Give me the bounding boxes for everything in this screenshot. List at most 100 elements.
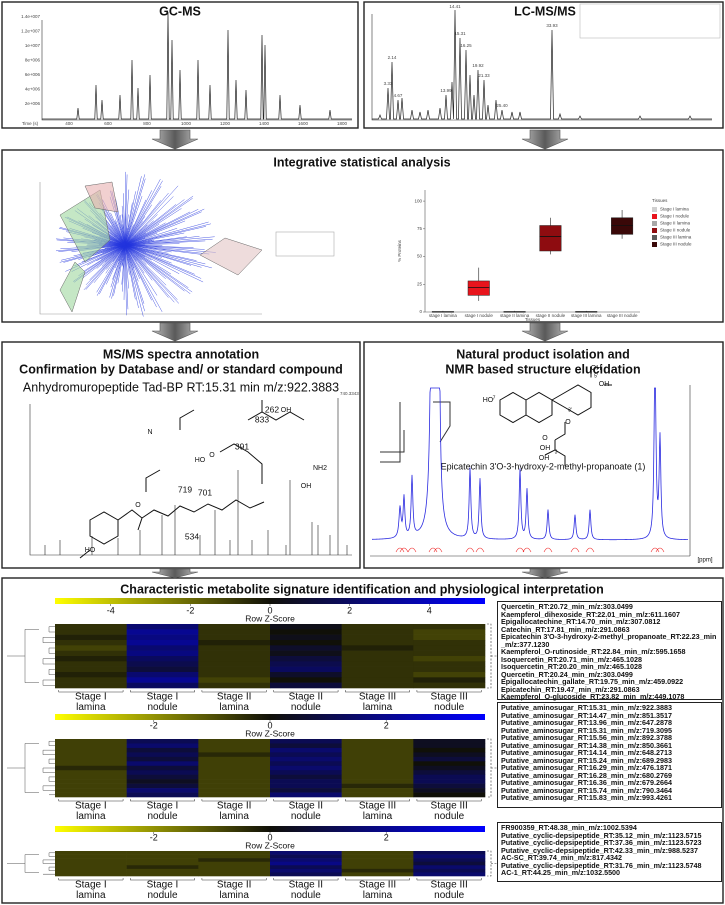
loading-vector <box>124 244 163 246</box>
heat-cell <box>413 640 486 646</box>
atom-label: OH <box>301 483 312 490</box>
heat-cell <box>198 677 271 683</box>
compound-name: Putative_aminosugar_RT:13.96_min_m/z:647… <box>501 718 672 727</box>
y-tick-label: 75 <box>417 226 423 231</box>
scale-tick-label: -2 <box>150 720 158 730</box>
group-label: Stage III <box>359 880 396 891</box>
arrow <box>151 322 199 342</box>
loading-vector <box>109 244 126 298</box>
heat-cell <box>198 747 271 753</box>
loading-vector <box>124 208 182 246</box>
heat-cell <box>198 779 271 784</box>
loading-vector <box>124 244 136 300</box>
dendrogram <box>48 626 55 633</box>
loading-vector <box>123 193 126 246</box>
loading-vector <box>124 244 169 254</box>
loading-vector <box>124 236 215 246</box>
loading-vector <box>124 244 202 268</box>
loading-vector <box>124 195 194 246</box>
loading-vector <box>82 244 126 279</box>
dendrogram <box>42 859 55 864</box>
loading-vector <box>71 244 126 272</box>
heat-cell <box>341 788 414 793</box>
heat-cell <box>126 788 199 793</box>
hull <box>199 237 263 276</box>
group-label: lamina <box>76 811 106 822</box>
legend-box <box>275 231 335 257</box>
heat-cell <box>270 661 342 667</box>
compound-name: FR900359_RT:48.38_min_m/z:1002.5394 <box>501 823 637 832</box>
heat-cell <box>55 868 127 873</box>
loading-vector <box>99 244 126 295</box>
x-tick-label: 1200 <box>220 121 231 126</box>
axis-label: Tissues <box>525 317 541 322</box>
heat-cell <box>198 865 271 870</box>
heat-cell <box>413 783 486 789</box>
loading-vector <box>124 244 202 279</box>
group-bracket <box>345 690 410 693</box>
loading-vector <box>124 199 185 246</box>
color-scale <box>55 826 485 832</box>
dendrogram <box>48 852 55 857</box>
group-label: lamina <box>363 702 393 713</box>
group-label: nodule <box>291 811 321 822</box>
group-bracket <box>58 878 124 881</box>
loading-vector <box>117 244 126 284</box>
loading-vector <box>124 244 153 281</box>
heat-cell <box>270 739 342 744</box>
compound-name: Putative_aminosugar_RT:14.38_min_m/z:850… <box>501 740 672 750</box>
y-tick-label: 1.4e+007 <box>21 14 40 19</box>
heat-cell <box>270 650 342 657</box>
heat-cell <box>413 756 486 762</box>
heat-cell <box>270 761 342 767</box>
compound-name: Kaempferol_O-rutinoside_RT:22.84_min_m/z… <box>501 647 686 656</box>
heat-cell <box>198 774 271 780</box>
heat-cell <box>55 747 127 753</box>
group-label: nodule <box>291 890 321 901</box>
dendrogram <box>42 767 55 773</box>
scale-tick-label: 2 <box>347 605 352 615</box>
panel-title: NMR based structure elucidation <box>445 362 640 376</box>
heat-cell <box>55 640 127 646</box>
loading-vector <box>123 244 126 300</box>
loading-vector <box>124 222 166 246</box>
heat-cell <box>413 752 486 758</box>
heat-cell <box>126 629 199 635</box>
loading-vector <box>124 244 147 265</box>
loading-vector <box>124 174 146 246</box>
group-label: Stage II <box>217 880 251 891</box>
x-tick-label: 400 <box>65 121 73 126</box>
peak-label: 15.31 <box>454 31 466 36</box>
compound-name: Putative_aminosugar_RT:15.24_min_m/z:689… <box>501 755 672 765</box>
heat-cell <box>413 861 486 866</box>
legend-swatch <box>652 235 657 240</box>
legend-swatch <box>652 207 657 212</box>
heat-cell <box>270 640 342 646</box>
heat-cell <box>55 650 127 657</box>
group-label: Stage III <box>431 801 468 812</box>
heat-cell <box>198 629 271 635</box>
integral-mark <box>655 547 665 553</box>
loading-vector <box>124 244 145 304</box>
peak-label: 33.93 <box>546 23 558 28</box>
compound-name: Putative_aminosugar_RT:14.14_min_m/z:648… <box>501 748 672 757</box>
heat-cell <box>198 650 271 657</box>
scale-label: Row Z-Score <box>245 840 295 850</box>
y-tick-label: 6e+006 <box>25 72 41 77</box>
loading-vector <box>124 244 163 312</box>
loading-vector <box>114 221 126 246</box>
loading-vector <box>124 244 210 255</box>
loading-vector <box>124 244 147 253</box>
heat-cell <box>270 872 342 877</box>
heat-cell <box>55 774 127 780</box>
group-label: Stage III <box>431 692 468 703</box>
heat-cell <box>270 770 342 775</box>
heat-cell <box>126 645 199 651</box>
heat-cell <box>126 872 199 877</box>
dendrogram <box>48 647 55 654</box>
axis <box>39 182 262 315</box>
scale-tick-label: -2 <box>150 832 158 842</box>
heat-cell <box>341 779 414 784</box>
loading-vector <box>84 244 126 272</box>
loading-vector <box>124 244 212 269</box>
